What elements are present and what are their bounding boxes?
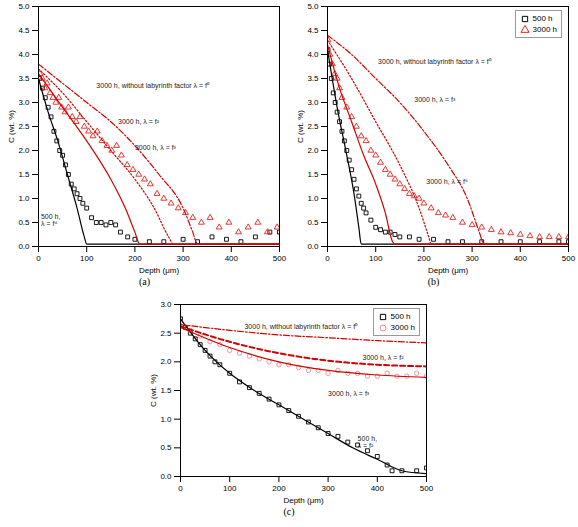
svg-text:1.5: 1.5 (160, 386, 172, 395)
svg-text:3.5: 3.5 (307, 74, 319, 83)
svg-text:3000 h, λ = f³: 3000 h, λ = f³ (135, 144, 177, 151)
svg-text:5.0: 5.0 (307, 2, 319, 11)
svg-text:Depth (μm): Depth (μm) (428, 266, 469, 275)
html-text:(c): (c) (283, 506, 295, 517)
svg-text:500: 500 (273, 254, 287, 263)
svg-text:400: 400 (514, 254, 528, 263)
svg-text:3.0: 3.0 (307, 98, 319, 107)
svg-text:0.0: 0.0 (307, 242, 319, 251)
svg-text:C (wt. %): C (wt. %) (7, 110, 16, 143)
svg-text:2.0: 2.0 (307, 146, 319, 155)
svg-text:300: 300 (465, 254, 479, 263)
svg-text:4.0: 4.0 (307, 50, 319, 59)
svg-text:3000 h, without labyrinth fact: 3000 h, without labyrinth factor λ = f⁰ (378, 58, 492, 66)
svg-text:2.5: 2.5 (160, 329, 172, 338)
html-text:3000 h: 3000 h (390, 323, 415, 332)
html-text:500 h: 500 h (390, 312, 411, 321)
svg-text:3000 h, λ = f³: 3000 h, λ = f³ (328, 390, 370, 397)
svg-text:3.0: 3.0 (18, 98, 30, 107)
svg-text:3000 h, λ = f³: 3000 h, λ = f³ (414, 96, 456, 103)
svg-text:C (wt. %): C (wt. %) (149, 374, 158, 407)
svg-text:200: 200 (417, 254, 431, 263)
svg-text:100: 100 (369, 254, 383, 263)
svg-text:0.5: 0.5 (160, 443, 172, 452)
svg-text:1.5: 1.5 (307, 170, 319, 179)
svg-text:4.0: 4.0 (18, 50, 30, 59)
svg-text:400: 400 (371, 484, 385, 493)
html-text:(a): (a) (138, 276, 150, 287)
svg-text:200: 200 (272, 484, 286, 493)
svg-text:0: 0 (36, 254, 41, 263)
svg-text:2.0: 2.0 (160, 357, 172, 366)
svg-text:1.0: 1.0 (18, 194, 30, 203)
svg-text:3.0: 3.0 (160, 300, 172, 309)
svg-text:3000 h, λ = f²: 3000 h, λ = f² (363, 354, 405, 361)
svg-text:2.0: 2.0 (18, 146, 30, 155)
svg-text:500 h,λ = f²: 500 h,λ = f² (358, 435, 378, 449)
svg-text:500 h,λ = f⁴: 500 h,λ = f⁴ (41, 213, 61, 227)
svg-text:0: 0 (325, 254, 330, 263)
svg-text:Depth (μm): Depth (μm) (139, 266, 180, 275)
svg-text:4.5: 4.5 (18, 26, 30, 35)
html-text:500 h: 500 h (532, 14, 553, 23)
svg-text:4.5: 4.5 (307, 26, 319, 35)
svg-text:0.5: 0.5 (307, 218, 319, 227)
svg-text:0.0: 0.0 (160, 472, 172, 481)
svg-text:2.5: 2.5 (307, 122, 319, 131)
svg-text:Depth (μm): Depth (μm) (283, 496, 324, 505)
svg-text:5.0: 5.0 (18, 2, 30, 11)
svg-text:3.5: 3.5 (18, 74, 30, 83)
svg-text:0: 0 (178, 484, 183, 493)
svg-text:0.0: 0.0 (18, 242, 30, 251)
svg-text:300: 300 (321, 484, 335, 493)
svg-text:300: 300 (176, 254, 190, 263)
svg-text:100: 100 (80, 254, 94, 263)
svg-text:2.5: 2.5 (18, 122, 30, 131)
svg-text:0.5: 0.5 (18, 218, 30, 227)
svg-text:200: 200 (128, 254, 142, 263)
svg-text:1.0: 1.0 (307, 194, 319, 203)
svg-text:500: 500 (420, 484, 434, 493)
html-text:(b): (b) (427, 276, 440, 287)
svg-text:1.5: 1.5 (18, 170, 30, 179)
svg-text:500: 500 (562, 254, 576, 263)
svg-text:1.0: 1.0 (160, 415, 172, 424)
svg-text:C (wt. %): C (wt. %) (296, 110, 305, 143)
svg-text:3000 h, without labyrinth fact: 3000 h, without labyrinth factor λ = f⁰ (96, 82, 210, 90)
html-text:3000 h: 3000 h (532, 25, 557, 34)
svg-text:400: 400 (225, 254, 239, 263)
svg-text:3000 h, λ = f⁶: 3000 h, λ = f⁶ (426, 178, 468, 185)
svg-text:3000 h, without labyrinth fact: 3000 h, without labyrinth factor λ = f⁰ (244, 323, 358, 331)
svg-text:100: 100 (223, 484, 237, 493)
svg-text:3000 h, λ = f²: 3000 h, λ = f² (118, 118, 160, 125)
